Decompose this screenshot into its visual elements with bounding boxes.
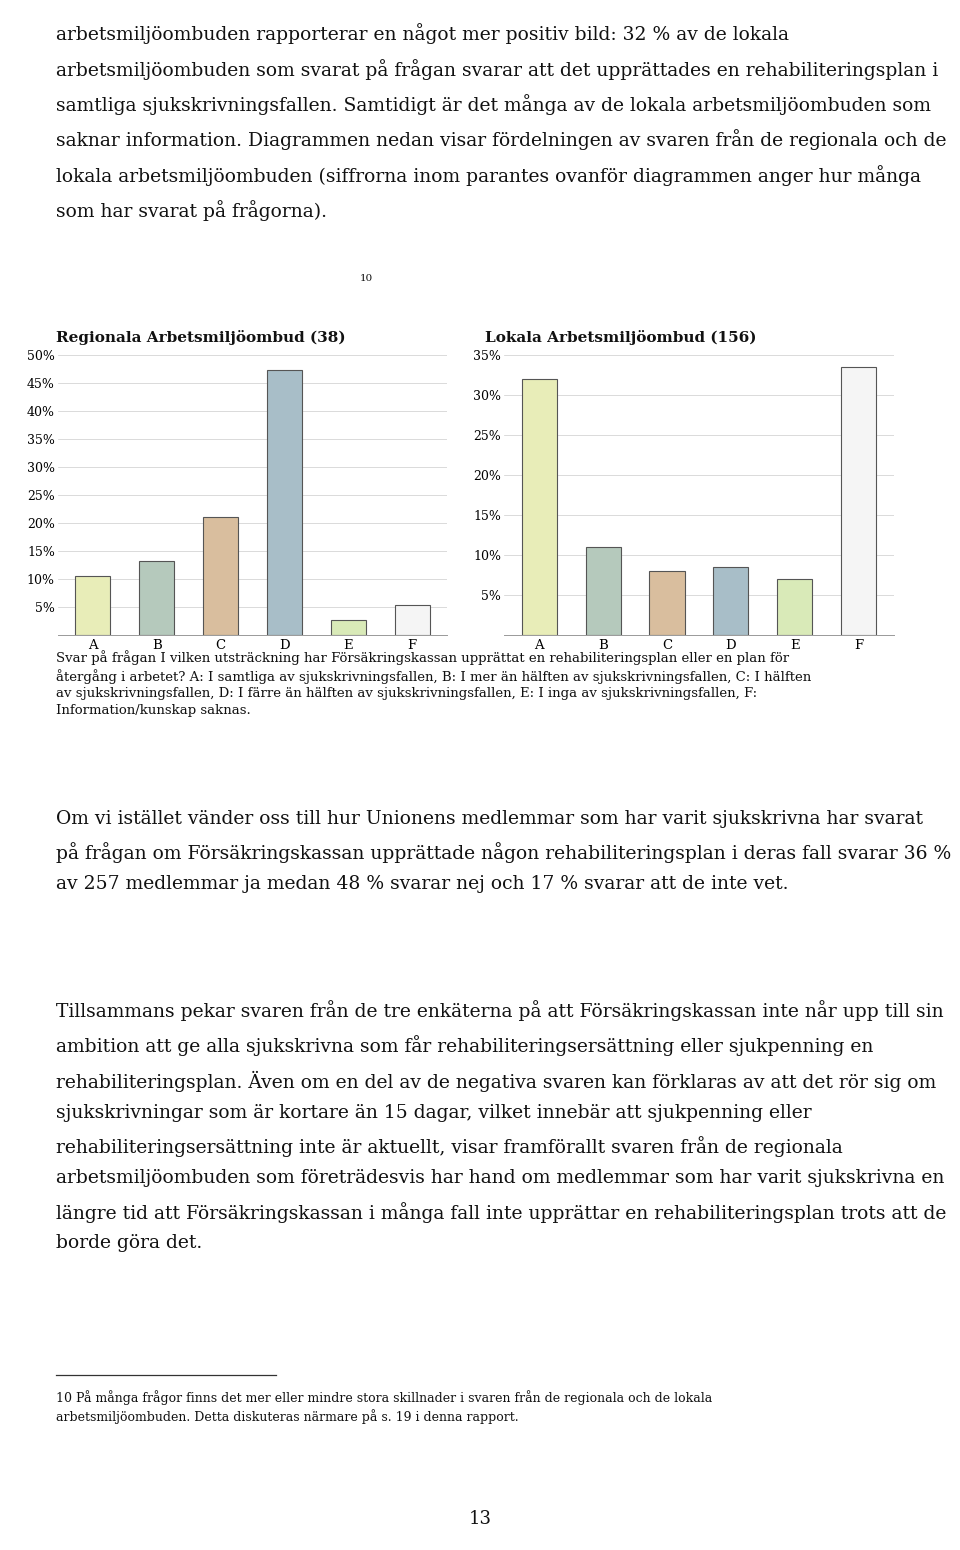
Bar bbox=[75, 577, 110, 636]
Bar bbox=[203, 518, 238, 636]
Bar bbox=[649, 570, 684, 636]
Text: 13: 13 bbox=[468, 1510, 492, 1528]
Text: Svar på frågan I vilken utsträckning har Försäkringskassan upprättat en rehabili: Svar på frågan I vilken utsträckning har… bbox=[56, 649, 811, 718]
Bar bbox=[841, 367, 876, 636]
Text: 10: 10 bbox=[360, 274, 373, 282]
Bar bbox=[395, 606, 430, 636]
Bar bbox=[586, 547, 621, 636]
Bar bbox=[777, 580, 812, 636]
Text: Lokala Arbetsmiljöombud (156): Lokala Arbetsmiljöombud (156) bbox=[485, 330, 756, 346]
Text: arbetsmiljöombuden rapporterar en något mer positiv bild: 32 % av de lokala
arbe: arbetsmiljöombuden rapporterar en något … bbox=[56, 23, 947, 222]
Text: Regionala Arbetsmiljöombud (38): Regionala Arbetsmiljöombud (38) bbox=[56, 330, 346, 346]
Bar bbox=[139, 561, 175, 636]
Text: 10 På många frågor finns det mer eller mindre stora skillnader i svaren från de : 10 På många frågor finns det mer eller m… bbox=[56, 1390, 712, 1424]
Bar bbox=[713, 567, 749, 635]
Bar bbox=[330, 620, 366, 635]
Bar bbox=[521, 380, 557, 636]
Bar bbox=[267, 369, 302, 636]
Text: Tillsammans pekar svaren från de tre enkäterna på att Försäkringskassan inte når: Tillsammans pekar svaren från de tre enk… bbox=[56, 1000, 946, 1252]
Text: Om vi istället vänder oss till hur Unionens medlemmar som har varit sjukskrivna : Om vi istället vänder oss till hur Union… bbox=[56, 811, 951, 893]
